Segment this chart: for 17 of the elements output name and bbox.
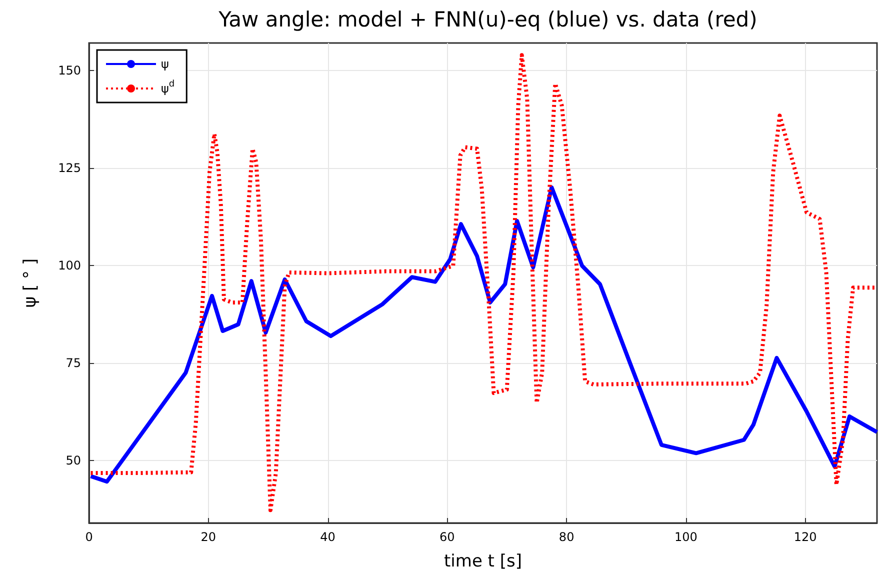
y-axis-title: ψ [ ° ] [20,258,40,308]
x-tick-label: 40 [320,530,336,544]
legend-label: ψ [161,57,169,71]
x-tick-label: 80 [558,530,574,544]
y-tick-label: 150 [58,63,81,78]
x-tick-label: 60 [440,530,455,544]
line-series [88,185,879,484]
chart-title: Yaw angle: model + FNN(u)-eq (blue) vs. data (red) [218,8,758,32]
x-tick-label: 20 [200,530,216,544]
y-tick-label: 100 [58,258,81,272]
x-tick-label: 120 [794,530,817,544]
y-tick-label: 125 [58,160,81,175]
x-axis-title: time t [s] [444,552,522,572]
y-tick-label: 50 [66,454,81,468]
y-tick-label: 75 [66,356,81,370]
x-tick-label: 0 [85,530,93,544]
x-tick-label: 100 [674,530,698,544]
